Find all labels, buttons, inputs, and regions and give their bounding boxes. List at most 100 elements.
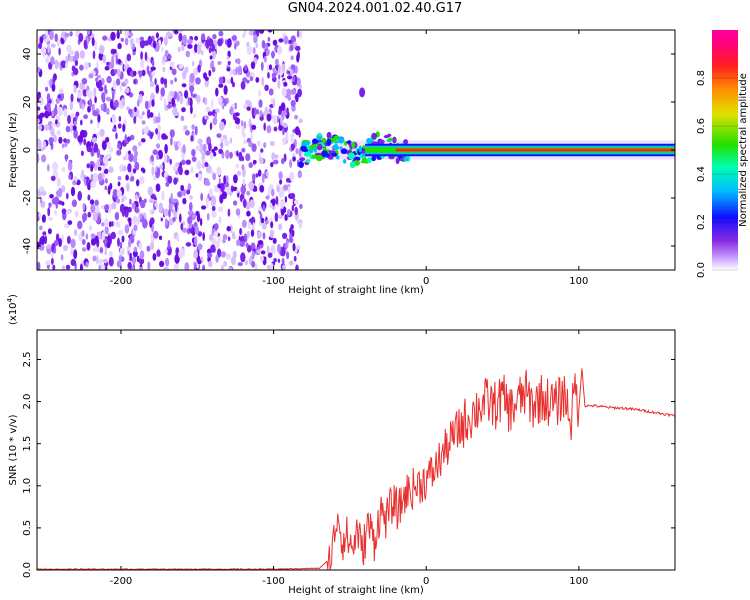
noise-speck [253, 34, 258, 44]
noise-speck [164, 248, 168, 254]
noise-speck [119, 203, 125, 214]
noise-speck [239, 240, 245, 247]
noise-speck [144, 100, 149, 110]
signal-turbulence [313, 143, 319, 147]
signal-turbulence [403, 157, 409, 162]
x-tick-label: -200 [110, 576, 133, 587]
x-tick-label: 100 [569, 576, 588, 587]
noise-speck [262, 204, 265, 210]
noise-speck [211, 99, 214, 109]
noise-speck [148, 99, 152, 109]
noise-speck [229, 191, 233, 196]
noise-speck [258, 206, 262, 212]
noise-speck [51, 110, 55, 117]
noise-speck [82, 202, 86, 211]
noise-speck [270, 98, 274, 104]
noise-speck [295, 148, 299, 155]
noise-speck [232, 186, 238, 192]
noise-speck [202, 232, 205, 241]
snr-frame [36, 329, 676, 571]
noise-speck [140, 138, 146, 143]
noise-speck [237, 58, 241, 65]
noise-speck [277, 80, 281, 89]
noise-speck [123, 156, 127, 161]
noise-speck [177, 166, 181, 173]
noise-speck [104, 250, 107, 256]
noise-speck [162, 66, 166, 73]
colorbar-ticks: 0.0 0.2 0.4 0.6 0.8 [696, 70, 738, 278]
noise-speck [225, 149, 230, 160]
noise-speck [290, 55, 294, 61]
noise-speck [281, 87, 287, 97]
colorbar-tick-label: 0.2 [696, 214, 707, 230]
noise-speck [178, 250, 184, 259]
noise-speck [202, 143, 207, 152]
noise-speck [61, 234, 64, 243]
noise-speck [243, 103, 248, 110]
noise-speck [54, 59, 59, 70]
noise-speck [56, 130, 61, 136]
signal-turbulence [298, 161, 304, 168]
noise-speck [108, 221, 112, 228]
noise-speck [152, 149, 158, 156]
noise-speck [61, 185, 66, 193]
noise-speck [272, 67, 276, 73]
noise-speck [144, 51, 148, 61]
noise-speck [50, 43, 56, 48]
noise-speck [63, 108, 67, 118]
noise-speck [282, 232, 288, 239]
noise-speck [172, 198, 178, 203]
noise-speck [104, 84, 107, 93]
noise-speck [41, 190, 47, 196]
noise-speck [90, 237, 97, 246]
noise-speck [277, 243, 281, 253]
noise-speck [249, 199, 255, 208]
noise-speck [234, 43, 237, 50]
noise-speck [42, 231, 47, 236]
noise-speck [130, 38, 133, 49]
signal-turbulence [337, 137, 345, 144]
noise-speck [211, 66, 216, 73]
colorbar-tick-label: 0.0 [696, 262, 707, 278]
noise-speck [61, 208, 67, 215]
noise-speck [86, 176, 89, 187]
noise-speck [226, 226, 231, 232]
noise-speck [219, 137, 226, 143]
noise-speck [229, 151, 233, 159]
noise-speck [197, 173, 203, 182]
noise-speck [181, 159, 186, 166]
noise-speck [133, 79, 136, 85]
noise-speck [139, 176, 145, 184]
snr-scale-base: (x10 [8, 302, 19, 325]
noise-speck [289, 44, 294, 52]
noise-speck [173, 177, 178, 185]
noise-speck [186, 189, 191, 195]
noise-speck [108, 250, 113, 257]
noise-speck [260, 61, 264, 71]
noise-speck [37, 106, 41, 111]
noise-speck [164, 218, 168, 226]
noise-speck [52, 75, 56, 84]
noise-speck [262, 232, 266, 240]
noise-speck [291, 229, 295, 237]
noise-speck [111, 202, 117, 210]
noise-speck [187, 96, 191, 106]
noise-speck [278, 171, 283, 180]
noise-speck [179, 213, 182, 223]
noise-speck [299, 204, 303, 209]
noise-speck [117, 181, 121, 187]
noise-speck [231, 256, 236, 266]
noise-speck [126, 182, 130, 192]
noise-speck [117, 123, 122, 129]
noise-speck [79, 263, 83, 270]
noise-speck [70, 124, 73, 133]
noise-speck [98, 264, 101, 270]
noise-speck [115, 221, 120, 227]
noise-speck [65, 125, 71, 133]
noise-speck [257, 231, 262, 239]
noise-speck [70, 258, 77, 266]
noise-speck [280, 246, 286, 257]
noise-speck [164, 49, 169, 57]
noise-speck [163, 98, 167, 107]
noise-speck [235, 124, 241, 130]
